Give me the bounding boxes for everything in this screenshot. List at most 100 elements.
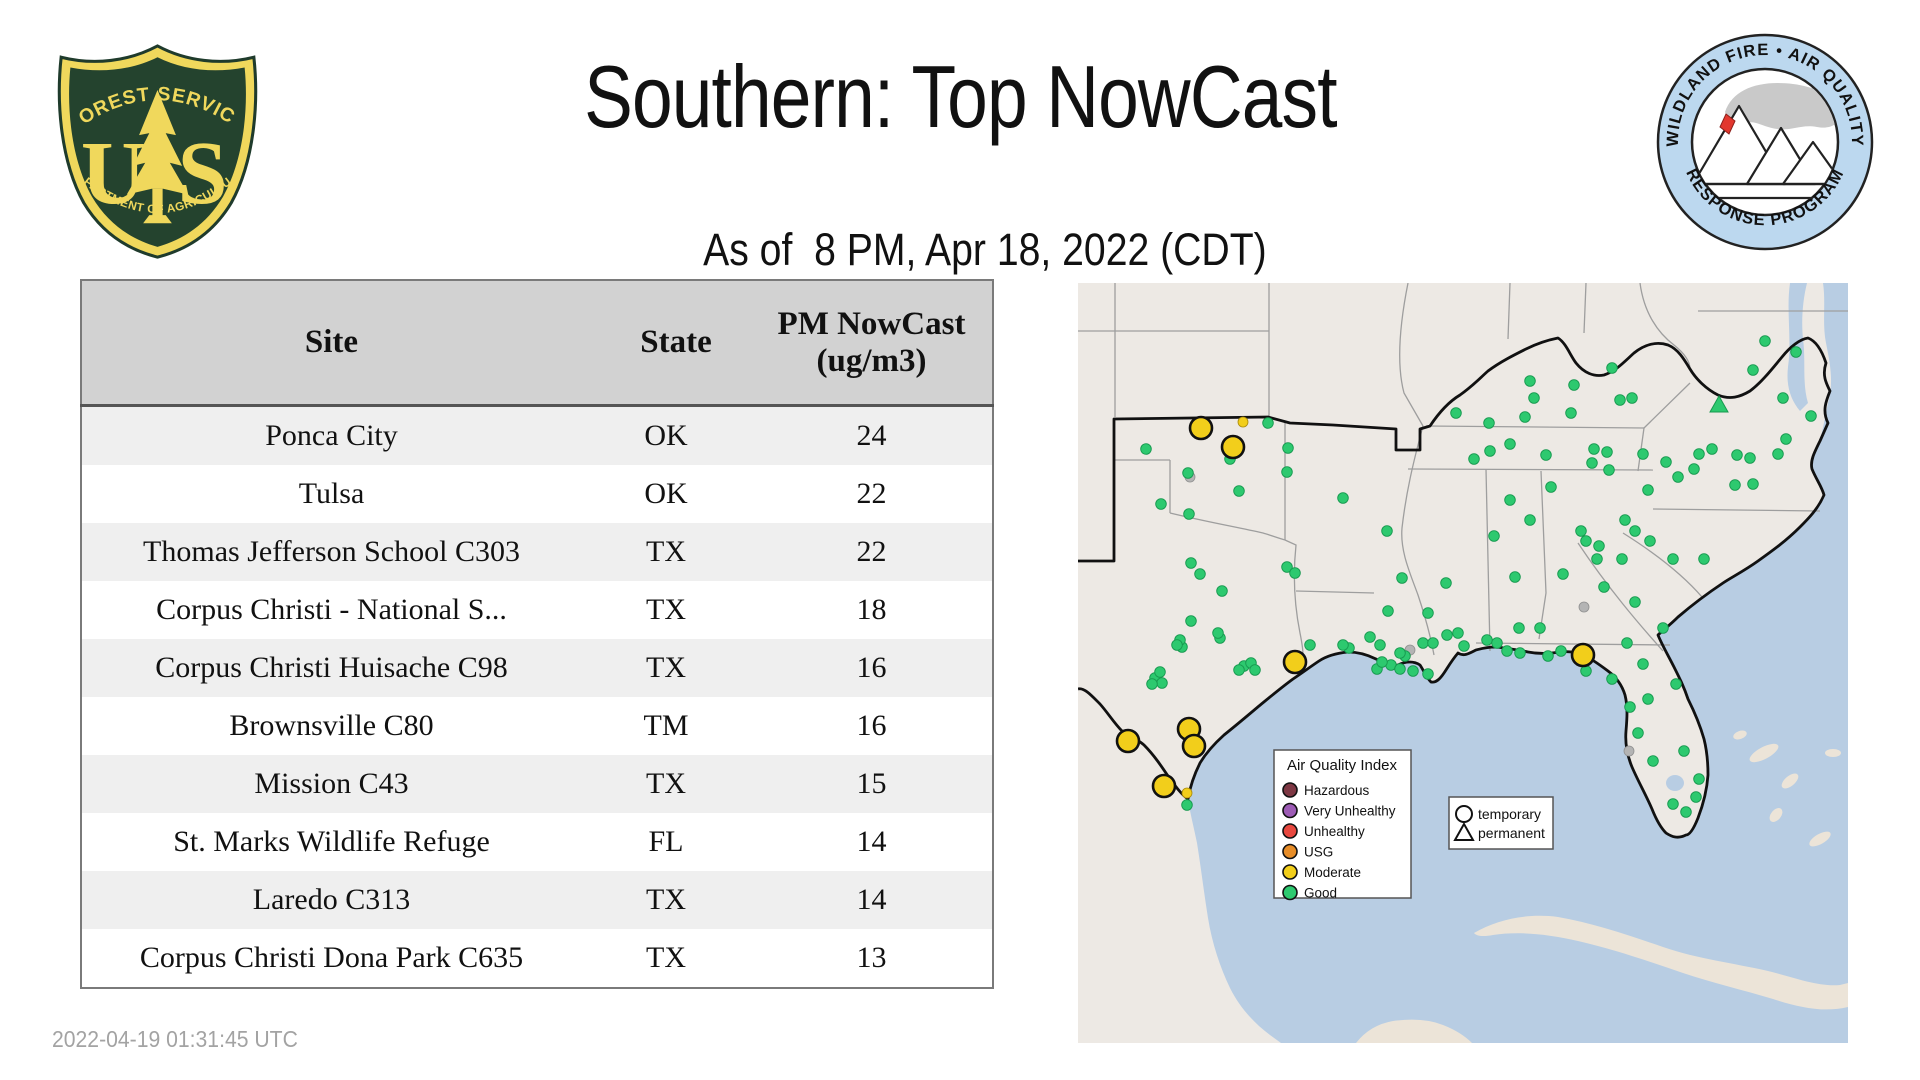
- value-cell: 24: [856, 419, 887, 452]
- state-cell: OK: [644, 477, 688, 510]
- column-header-pm-nowcast: PM NowCast (ug/m3): [751, 280, 993, 407]
- moderate-swatch-icon: [1282, 864, 1298, 880]
- monitor-dot-good: [1772, 448, 1784, 460]
- monitor-dot-good: [1524, 375, 1536, 387]
- monitor-dot-good: [1514, 647, 1526, 659]
- state-boundary: [1425, 425, 1645, 429]
- monitor-dot-good: [1805, 410, 1817, 422]
- fs-letter-s: S: [178, 123, 228, 223]
- generated-timestamp: 2022-04-19 01:31:45 UTC: [52, 1026, 298, 1052]
- monitor-dot-moderate: [1237, 416, 1249, 428]
- monitor-circle-moderate-temporary: [1115, 728, 1141, 754]
- aqi-legend-label: Very Unhealthy: [1304, 803, 1396, 818]
- monitor-dot-good: [1624, 701, 1636, 713]
- monitor-dot-good: [1171, 639, 1183, 651]
- column-header-state: State: [581, 280, 751, 407]
- page-subtitle: As of 8 PM, Apr 18, 2022 (CDT): [703, 224, 1267, 275]
- monitor-dot-good: [1364, 631, 1376, 643]
- monitor-dot-good: [1281, 561, 1293, 573]
- usg-swatch-icon: [1282, 843, 1298, 860]
- monitor-dot-good: [1632, 727, 1644, 739]
- monitor-dot-good: [1619, 514, 1631, 526]
- monitor-circle-moderate-temporary: [1188, 415, 1214, 441]
- monitor-dot-good: [1642, 484, 1654, 496]
- monitor-dot-good: [1481, 634, 1493, 646]
- site-cell: Brownsville C80: [229, 709, 434, 742]
- site-cell: Mission C43: [254, 767, 409, 800]
- monitor-dot-good: [1642, 693, 1654, 705]
- aqi-legend-item: USG: [1282, 843, 1333, 860]
- state-boundary: [1295, 590, 1375, 594]
- aqi-legend-item: Unhealthy: [1282, 823, 1365, 839]
- bahamas-island: [1749, 743, 1779, 763]
- monitor-dot-good: [1568, 379, 1580, 391]
- lake-okeechobee: [1666, 775, 1684, 791]
- monitor-dot-good: [1504, 494, 1516, 506]
- table-row: Mission C43 TX 15: [81, 755, 993, 813]
- monitor-dot-good: [1780, 433, 1792, 445]
- state-cell: TX: [646, 767, 686, 800]
- monitor-dot-good: [1660, 456, 1672, 468]
- monitor-dot-good: [1513, 622, 1525, 634]
- monitor-dot-good: [1394, 647, 1406, 659]
- monitor-dot-good: [1621, 637, 1633, 649]
- monitor-dot-good: [1249, 664, 1261, 676]
- monitor-dot-good: [1491, 637, 1503, 649]
- bahamas-island: [1781, 773, 1799, 789]
- monitor-dot-good: [1580, 535, 1592, 547]
- site-cell: Corpus Christi - National S...: [156, 593, 507, 626]
- state-cell: TX: [646, 593, 686, 626]
- monitor-dot-good: [1747, 364, 1759, 376]
- monitor-dot-good: [1281, 466, 1293, 478]
- monitor-dot-good: [1588, 443, 1600, 455]
- monitor-circle-moderate-temporary: [1220, 434, 1246, 460]
- state-cell: TX: [646, 883, 686, 916]
- table-row: Laredo C313 TX 14: [81, 871, 993, 929]
- monitor-dot-good: [1690, 791, 1702, 803]
- monitor-dot-good: [1382, 605, 1394, 617]
- state-cell: TX: [646, 651, 686, 684]
- value-cell: 14: [856, 825, 887, 858]
- monitor-dot-good: [1790, 346, 1802, 358]
- monitor-dot-good: [1744, 452, 1756, 464]
- monitor-dot-good: [1637, 448, 1649, 460]
- monitor-dot-good: [1519, 411, 1531, 423]
- temporary-label: temporary: [1478, 806, 1541, 822]
- fs-letter-u: U: [81, 123, 146, 223]
- monitor-dot-good: [1483, 417, 1495, 429]
- state-boundary: [1485, 468, 1491, 652]
- monitor-dot-good: [1182, 467, 1194, 479]
- monitor-dot-good: [1747, 478, 1759, 490]
- cuba-island: [1474, 915, 1848, 1010]
- aqi-legend-item: Very Unhealthy: [1282, 802, 1396, 819]
- table-row: Tulsa OK 22: [81, 465, 993, 523]
- table-row: Brownsville C80 TM 16: [81, 697, 993, 755]
- monitor-dot-good: [1509, 571, 1521, 583]
- monitor-dot-good: [1337, 492, 1349, 504]
- monitor-dot-good: [1591, 553, 1603, 565]
- monitor-dot-good: [1777, 392, 1789, 404]
- monitor-dot-good: [1394, 663, 1406, 675]
- bahamas-island: [1733, 730, 1747, 740]
- monitor-dot-good: [1698, 553, 1710, 565]
- monitor-dot-good: [1601, 446, 1613, 458]
- monitor-dot-good: [1501, 645, 1513, 657]
- monitor-dot-good: [1706, 443, 1718, 455]
- monitor-dot-good: [1759, 335, 1771, 347]
- monitor-dot-inactive: [1623, 745, 1635, 757]
- state-boundary: [1507, 282, 1511, 340]
- top-nowcast-table: Site State PM NowCast (ug/m3) Ponca City…: [80, 279, 994, 989]
- aqi-legend-label: Unhealthy: [1304, 824, 1365, 839]
- monitor-dot-good: [1593, 540, 1605, 552]
- monitor-dot-good: [1688, 463, 1700, 475]
- state-boundary: [1639, 282, 1691, 370]
- monitor-circle-moderate-temporary: [1282, 649, 1308, 675]
- monitor-dot-good: [1233, 485, 1245, 497]
- aqi-legend-label: Moderate: [1304, 865, 1361, 880]
- value-cell: 13: [856, 941, 887, 974]
- state-boundary: [1652, 508, 1821, 512]
- monitor-dot-good: [1185, 615, 1197, 627]
- monitor-circle-moderate-temporary: [1181, 733, 1207, 759]
- bahamas-island: [1809, 831, 1831, 847]
- monitor-dot-good: [1146, 678, 1158, 690]
